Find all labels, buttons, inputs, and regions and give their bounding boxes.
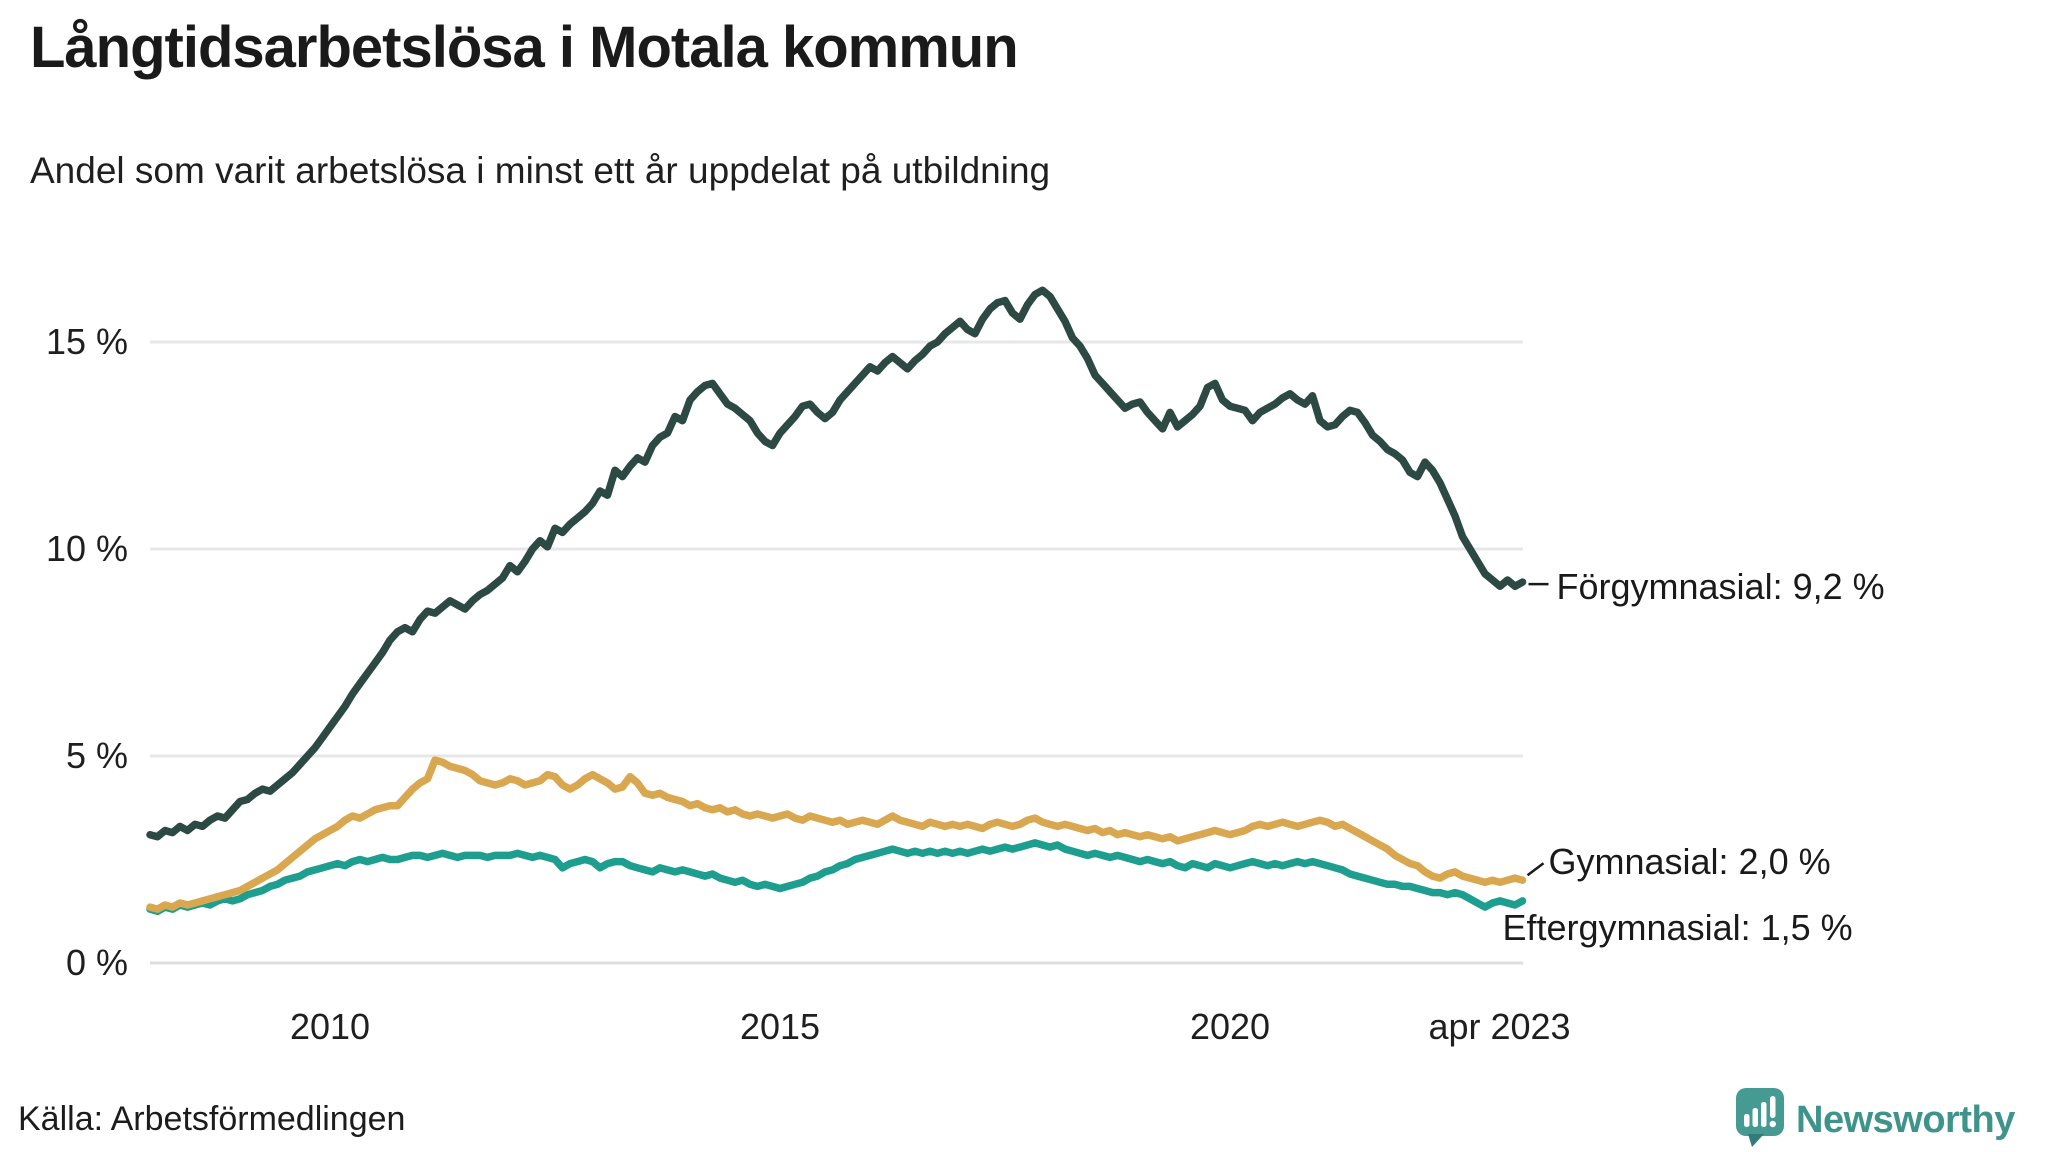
line-end-label-forgymnasial: Förgymnasial: 9,2 % xyxy=(1556,566,1885,608)
newsworthy-wordmark: Newsworthy xyxy=(1796,1099,2015,1141)
page-subtitle: Andel som varit arbetslösa i minst ett å… xyxy=(30,150,1051,191)
x-axis-label-2010: 2010 xyxy=(289,1006,371,1047)
x-axis-label-2020: 2020 xyxy=(1189,1006,1271,1047)
series-line-forgymnasial xyxy=(146,286,1527,841)
series-line-gymnasial xyxy=(146,756,1527,913)
y-axis-label-10: 10 % xyxy=(45,528,128,569)
newsworthy-brand[interactable]: Newsworthy xyxy=(1736,1088,2015,1152)
series-line-eftergymnasial xyxy=(146,839,1527,916)
y-axis-label-5: 5 % xyxy=(65,735,128,776)
x-axis-label-2015: 2015 xyxy=(739,1006,821,1047)
line-end-label-gymnasial: Gymnasial: 2,0 % xyxy=(1548,841,1831,883)
page-title: Långtidsarbetslösa i Motala kommun xyxy=(30,15,1019,80)
newsworthy-logo-icon xyxy=(1736,1088,1784,1152)
x-axis-label-apr-2023: apr 2023 xyxy=(1428,1006,1571,1047)
y-axis-label-15: 15 % xyxy=(45,321,128,362)
y-axis-label-0: 0 % xyxy=(65,942,128,983)
source-text: Källa: Arbetsförmedlingen xyxy=(18,1100,406,1138)
label-connector-gymnasial xyxy=(1526,862,1545,877)
gridlines xyxy=(150,340,1523,965)
line-end-label-eftergymnasial: Eftergymnasial: 1,5 % xyxy=(1502,906,1853,948)
